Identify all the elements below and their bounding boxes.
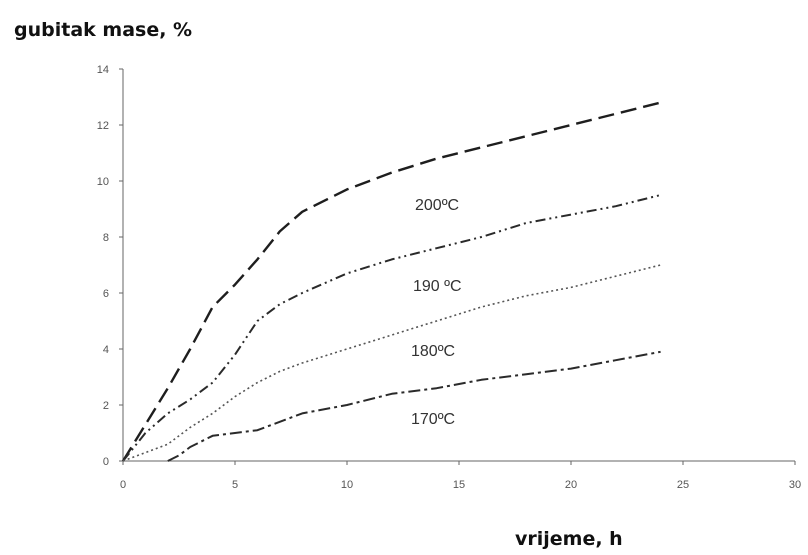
x-axis-title: vrijeme, h — [515, 528, 623, 550]
y-tick-label: 6 — [103, 288, 109, 300]
y-tick-label: 0 — [103, 456, 109, 468]
series-label-1: 190 ºC — [413, 278, 462, 295]
x-tick-label: 30 — [789, 479, 801, 491]
series-layer — [121, 101, 661, 462]
y-tick-label: 14 — [97, 64, 109, 76]
series-label-2: 180ºC — [411, 343, 455, 360]
x-tick-label: 15 — [453, 479, 465, 491]
series-line-0 — [121, 101, 661, 462]
series-label-3: 170ºC — [411, 411, 455, 428]
y-axis-title: gubitak mase, % — [14, 19, 192, 41]
x-tick-label: 0 — [120, 479, 126, 491]
y-tick-label: 10 — [97, 176, 109, 188]
y-tick-label: 2 — [103, 400, 109, 412]
x-tick-label: 5 — [232, 479, 238, 491]
series-labels: 200ºC 190 ºC 180ºC 170ºC — [411, 197, 462, 428]
series-line-2 — [122, 264, 661, 462]
series-line-1 — [122, 194, 661, 462]
series-label-0: 200ºC — [415, 197, 459, 214]
y-tick-label: 12 — [97, 120, 109, 132]
axes: 0 2 4 6 8 10 12 14 0 5 10 15 20 25 30 — [97, 64, 801, 491]
x-tick-label: 20 — [565, 479, 577, 491]
x-tick-label: 25 — [677, 479, 689, 491]
y-tick-label: 4 — [103, 344, 109, 356]
series-line-3 — [167, 350, 661, 462]
x-tick-label: 10 — [341, 479, 353, 491]
y-tick-label: 8 — [103, 232, 109, 244]
